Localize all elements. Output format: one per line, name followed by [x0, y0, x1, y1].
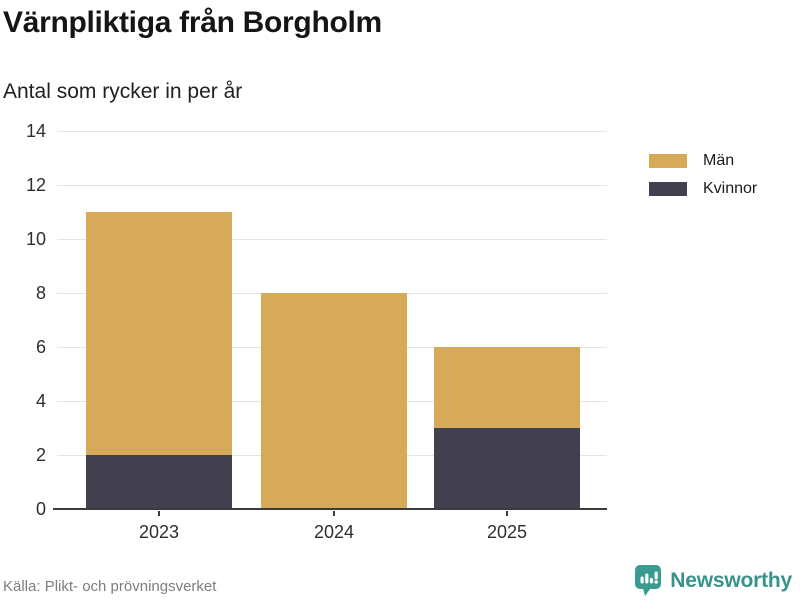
chart-title: Värnpliktiga från Borgholm [3, 6, 382, 39]
bar-2025-män [434, 347, 580, 428]
x-tick-label-2025: 2025 [486, 522, 528, 542]
gridline-y-14 [57, 130, 607, 132]
legend: Män Kvinnor [649, 152, 757, 208]
gridline-y-12 [57, 184, 607, 186]
legend-label: Män [703, 152, 735, 169]
legend-item-kvinnor: Kvinnor [649, 180, 757, 198]
x-tick-2025 [506, 511, 508, 516]
y-tick-label-12: 12 [25, 175, 46, 195]
y-tick-label-14: 14 [25, 121, 46, 141]
legend-swatch-män [649, 154, 687, 168]
y-tick-label-10: 10 [25, 229, 46, 249]
bar-2023-kvinnor [86, 455, 232, 509]
y-tick-label-0: 0 [35, 499, 46, 519]
y-tick-label-8: 8 [35, 283, 46, 303]
x-axis-line [53, 508, 607, 510]
bar-2023-män [86, 212, 232, 455]
chart-subtitle: Antal som rycker in per år [3, 80, 243, 103]
legend-swatch-kvinnor [649, 182, 687, 196]
bar-2024-män [261, 293, 407, 509]
source-text: Källa: Plikt- och prövningsverket [3, 578, 217, 595]
x-tick-label-2024: 2024 [313, 522, 355, 542]
x-tick-label-2023: 2023 [138, 522, 180, 542]
x-tick-2024 [333, 511, 335, 516]
legend-item-män: Män [649, 152, 757, 170]
y-tick-label-6: 6 [35, 337, 46, 357]
x-tick-2023 [158, 511, 160, 516]
y-tick-label-2: 2 [35, 445, 46, 465]
y-tick-label-4: 4 [35, 391, 46, 411]
legend-label: Kvinnor [703, 180, 758, 197]
newsworthy-brand-link[interactable]: Newsworthy [634, 564, 792, 597]
newsworthy-brand-text: Newsworthy [670, 568, 792, 592]
bar-2025-kvinnor [434, 428, 580, 509]
gridline-y-10 [57, 238, 607, 240]
newsworthy-logo-icon [635, 565, 662, 596]
plot-area [57, 130, 607, 509]
